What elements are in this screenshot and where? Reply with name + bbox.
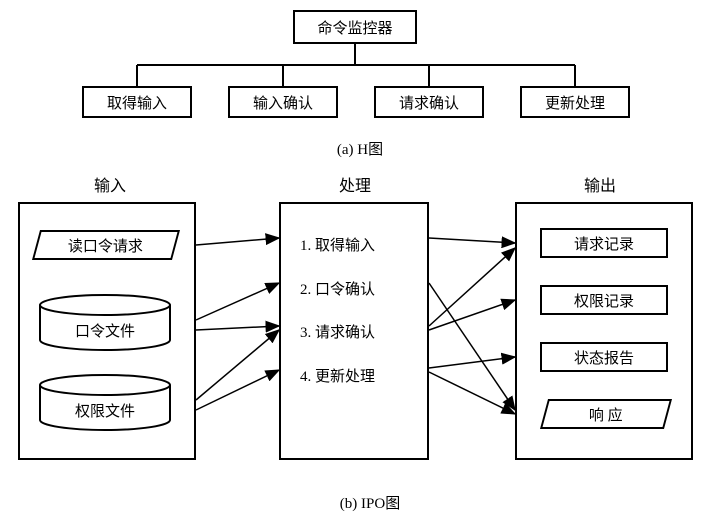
ipo-process-2: 2. 口令确认 [300,269,375,313]
ipo-caption: (b) IPO图 [310,492,430,513]
hchart-child-3: 更新处理 [520,86,630,118]
hchart-child-1-label: 输入确认 [253,92,313,113]
ipo-output-1: 请求记录 [540,228,668,258]
ipo-input-permfile-label: 权限文件 [60,400,150,421]
ipo-process-list: 1. 取得输入 2. 口令确认 3. 请求确认 4. 更新处理 [290,210,385,414]
ipo-input-request: 读口令请求 [36,230,176,260]
ipo-output-2-label: 权限记录 [574,290,634,311]
ipo-process-4: 4. 更新处理 [300,356,375,400]
hchart-root-label: 命令监控器 [317,17,392,38]
ipo-process-3: 3. 请求确认 [300,312,375,356]
ipo-header-process: 处理 [325,172,385,196]
ipo-input-pwdfile-label: 口令文件 [60,320,150,341]
ipo-output-3-label: 状态报告 [574,347,634,368]
hchart-child-3-label: 更新处理 [545,92,605,113]
hchart-child-2-label: 请求确认 [399,92,459,113]
hchart-child-0-label: 取得输入 [107,92,167,113]
hchart-child-0: 取得输入 [82,86,192,118]
ipo-input-request-label: 读口令请求 [68,235,143,256]
ipo-output-3: 状态报告 [540,342,668,372]
ipo-output-4: 响 应 [544,399,668,429]
hchart-root: 命令监控器 [293,10,417,44]
hchart-child-2: 请求确认 [374,86,484,118]
ipo-header-output: 输出 [570,172,630,196]
ipo-process-1: 1. 取得输入 [300,225,375,269]
ipo-output-1-label: 请求记录 [574,233,634,254]
ipo-output-2: 权限记录 [540,285,668,315]
hchart-child-1: 输入确认 [228,86,338,118]
ipo-output-4-label: 响 应 [589,404,623,425]
hchart-caption: (a) H图 [310,138,410,159]
ipo-header-input: 输入 [80,172,140,196]
